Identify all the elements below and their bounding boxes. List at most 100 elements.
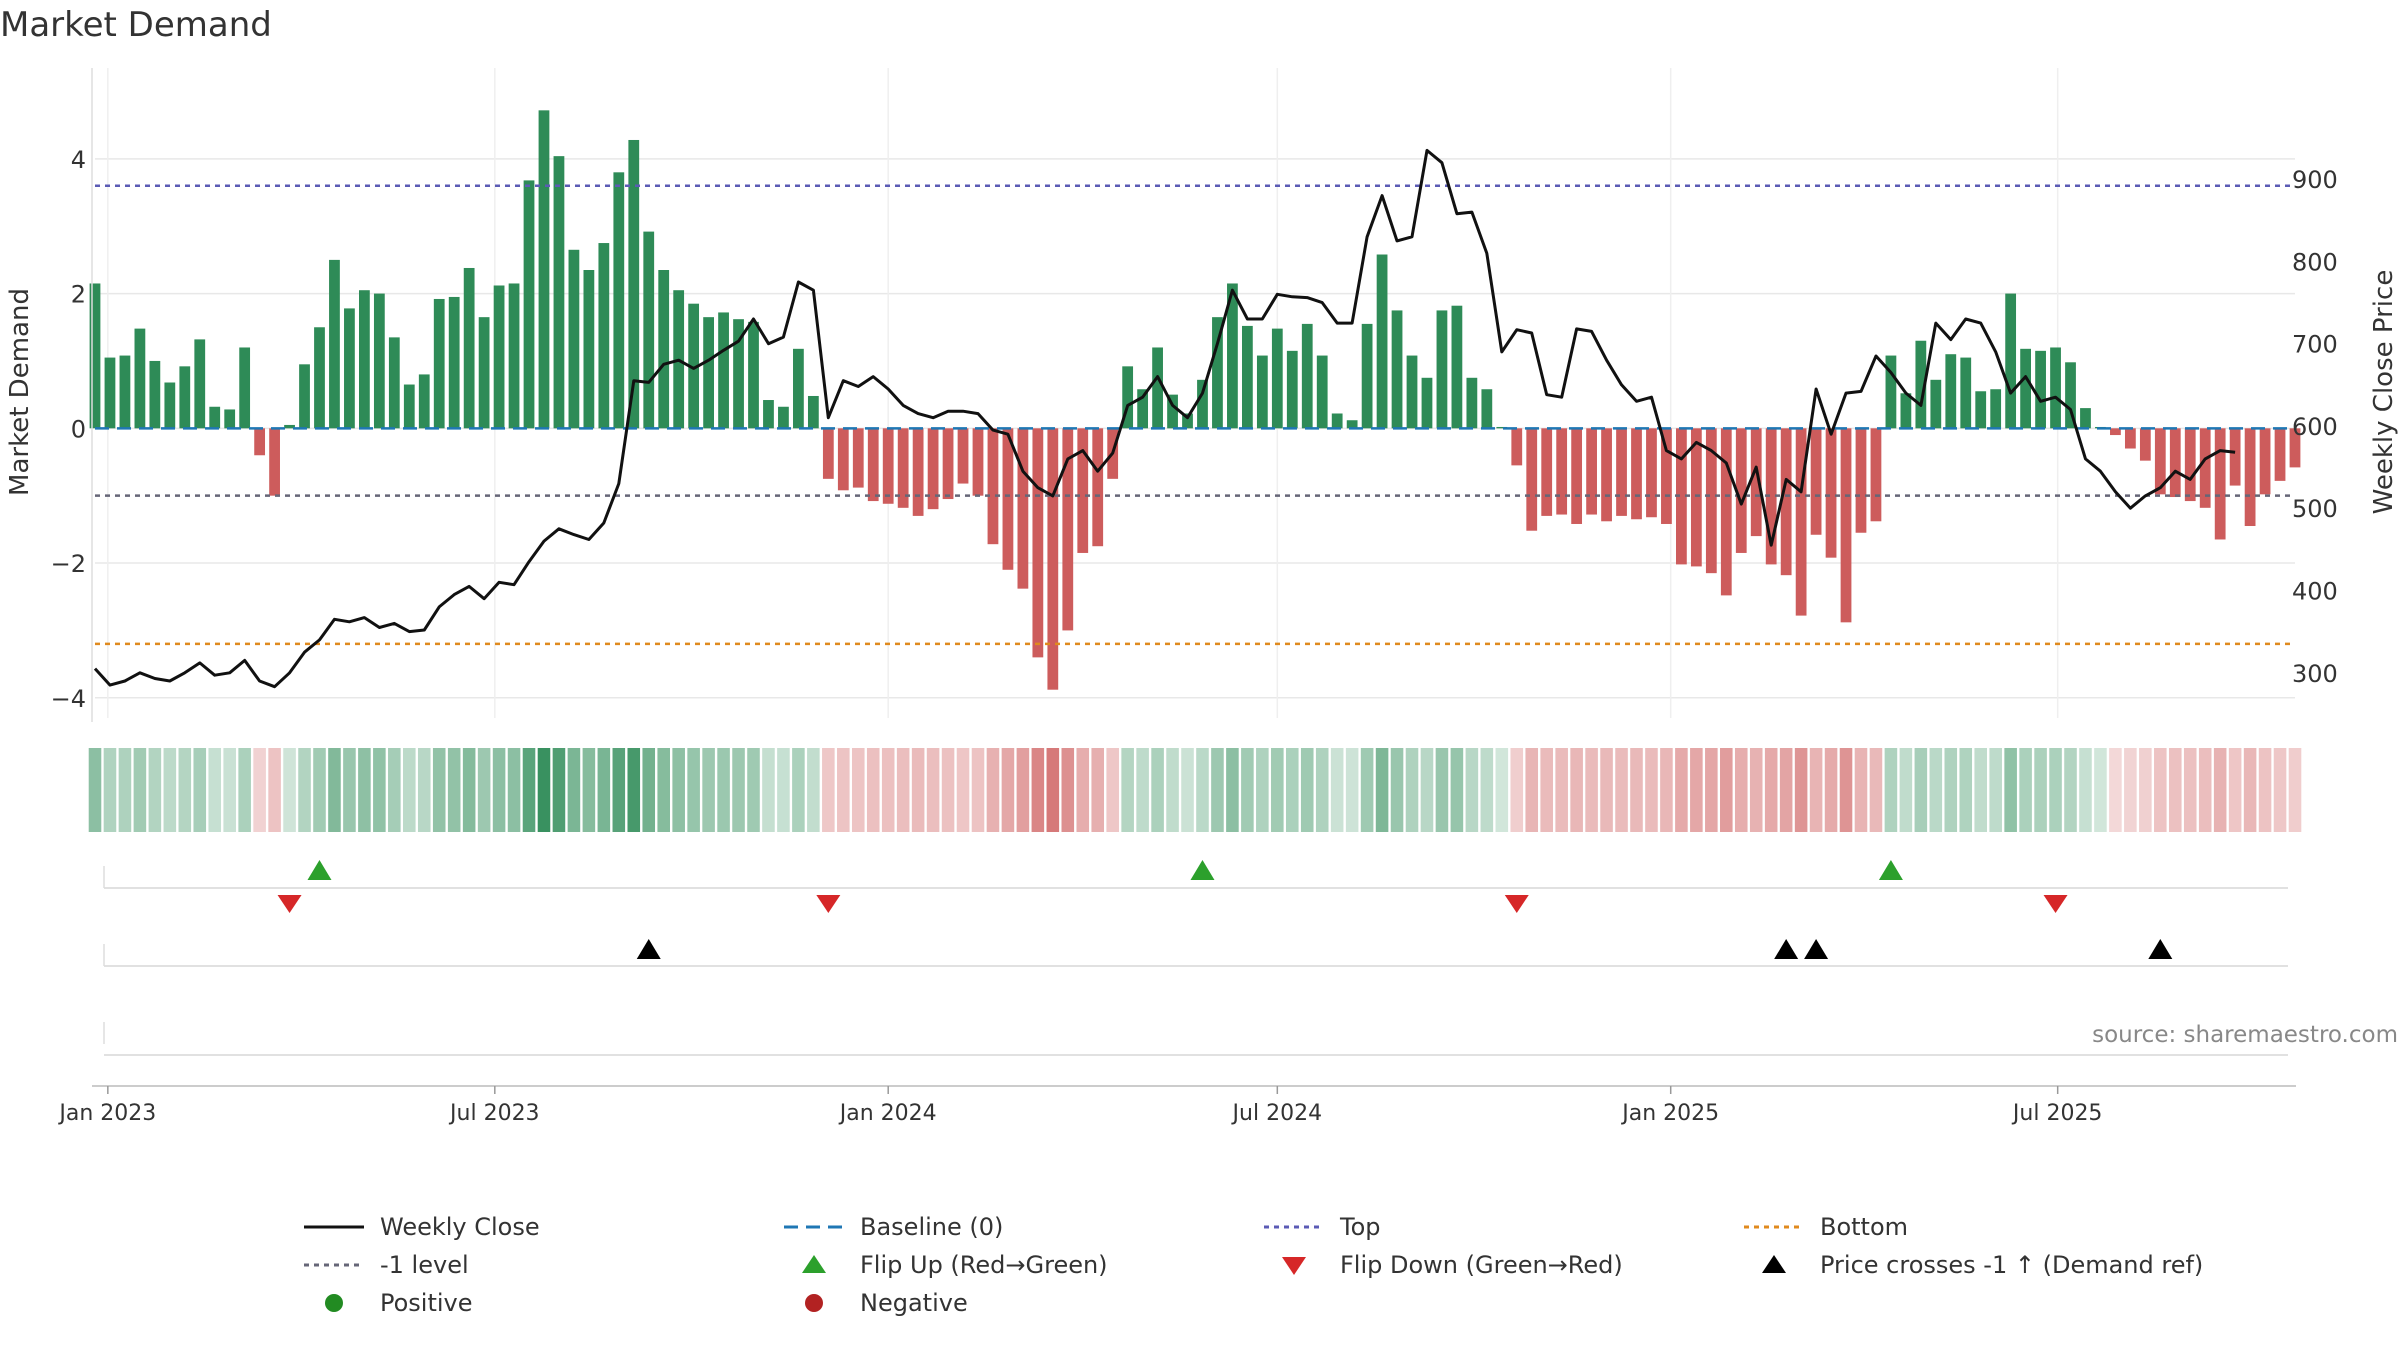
triangle-up-icon [802, 1255, 826, 1273]
negative-bar [2244, 428, 2256, 526]
heat-cell-negative [1734, 748, 1748, 832]
heat-cell-negative [2183, 748, 2197, 832]
negative-bar [1092, 428, 1104, 547]
heat-cell-negative [1510, 748, 1524, 832]
negative-bar [2214, 428, 2226, 540]
negative-bar [972, 428, 984, 496]
negative-bar [1571, 428, 1583, 524]
positive-bar [164, 382, 176, 429]
y-axis-label: Market Demand [5, 288, 35, 496]
heat-cell-negative [956, 748, 970, 832]
positive-bar [568, 249, 580, 429]
heat-cell-negative [2243, 748, 2257, 832]
heat-cell-negative [1869, 748, 1883, 832]
y-tick-label: 0 [71, 415, 86, 443]
heat-cell-positive [807, 748, 820, 832]
heat-cell-negative [911, 748, 925, 832]
positive-bar [778, 406, 789, 429]
legend-label: Flip Up (Red→Green) [860, 1251, 1108, 1279]
negative-bar [1541, 428, 1553, 516]
legend-label: Top [1340, 1213, 1381, 1241]
negative-bar [912, 428, 924, 516]
negative-bar [822, 428, 834, 479]
negative-bar [1810, 428, 1822, 535]
y2-tick-label: 500 [2292, 495, 2338, 523]
heat-cell-positive [163, 748, 177, 832]
heat-cell-negative [2198, 748, 2212, 832]
flip-up-marker [1190, 860, 1215, 880]
line-solid-icon [304, 1225, 364, 1229]
negative-bar [1616, 428, 1627, 516]
positive-bar [703, 317, 714, 429]
negative-bar [2289, 428, 2301, 468]
heat-cell-positive [1944, 748, 1958, 832]
positive-bar [329, 259, 340, 429]
y2-tick-label: 600 [2292, 413, 2338, 441]
reference-lines [95, 184, 2295, 646]
negative-bar [1735, 428, 1747, 553]
y2-tick-label: 800 [2292, 248, 2338, 276]
positive-bar [2005, 293, 2017, 429]
heat-cell-negative [2154, 748, 2167, 832]
positive-bar [209, 406, 221, 429]
heat-cell-negative [1106, 748, 1119, 832]
positive-bar [508, 283, 520, 429]
y2-tick-label: 400 [2292, 577, 2338, 605]
heat-cell-negative [253, 748, 266, 832]
heat-cell-negative [1585, 748, 1598, 832]
heat-cell-positive [1465, 748, 1479, 832]
heat-cell-positive [1345, 748, 1359, 832]
negative-bar [2124, 428, 2136, 449]
legend-label: Bottom [1820, 1213, 1909, 1241]
legend-item-price-cross: Price crosses -1 ↑ (Demand ref) [1740, 1251, 2220, 1279]
heat-cell-negative [1720, 748, 1733, 832]
heat-cell-negative [2228, 748, 2242, 832]
heat-cell-positive [1330, 748, 1344, 832]
heat-cell-positive [702, 748, 715, 832]
x-tick-label: Jul 2024 [1231, 1101, 1323, 1126]
heat-cell-negative [1764, 748, 1778, 832]
negative-bar [1870, 428, 1882, 522]
heat-cell-positive [672, 748, 685, 832]
heat-cell-positive [118, 748, 132, 832]
positive-bar [1376, 254, 1388, 429]
legend-item-bottom: Bottom [1740, 1213, 2220, 1241]
positive-bar [763, 400, 774, 429]
heat-cell-negative [1779, 748, 1793, 832]
heat-cell-positive [223, 748, 236, 832]
legend-item-minus-one: -1 level [300, 1251, 780, 1279]
heat-cell-negative [1525, 748, 1539, 832]
heat-cell-negative [2213, 748, 2227, 832]
positive-bar [1197, 379, 1208, 429]
heat-cell-positive [657, 748, 670, 832]
heat-cell-negative [1570, 748, 1583, 832]
heat-cell-negative [1645, 748, 1658, 832]
heat-cell-positive [612, 748, 626, 832]
negative-bar [1855, 428, 1867, 533]
legend-label: Baseline (0) [860, 1213, 1004, 1241]
negative-bar [1646, 428, 1657, 518]
heat-cell-positive [103, 748, 117, 832]
y2-tick-label: 300 [2292, 660, 2338, 688]
positive-bar [448, 296, 460, 429]
flip-down-marker [1504, 895, 1529, 913]
positive-bar [2035, 350, 2046, 429]
positive-bar [403, 384, 415, 429]
y2-axis-label: Weekly Close Price [2369, 270, 2399, 515]
positive-bar [1421, 377, 1433, 429]
positive-bar [2050, 347, 2061, 429]
heat-cell-negative [1600, 748, 1613, 832]
heat-cell-positive [1390, 748, 1404, 832]
negative-bar [2259, 428, 2271, 495]
heat-cell-positive [2034, 748, 2047, 832]
y-tick-label: 2 [71, 281, 86, 309]
heat-cell-negative [268, 748, 281, 832]
positive-bar [388, 337, 400, 429]
y-tick-label: −2 [51, 550, 86, 578]
x-tick-label: Jan 2024 [838, 1101, 937, 1126]
positive-bar [463, 267, 475, 429]
negative-bar [1047, 428, 1059, 690]
negative-bar [1511, 428, 1523, 466]
